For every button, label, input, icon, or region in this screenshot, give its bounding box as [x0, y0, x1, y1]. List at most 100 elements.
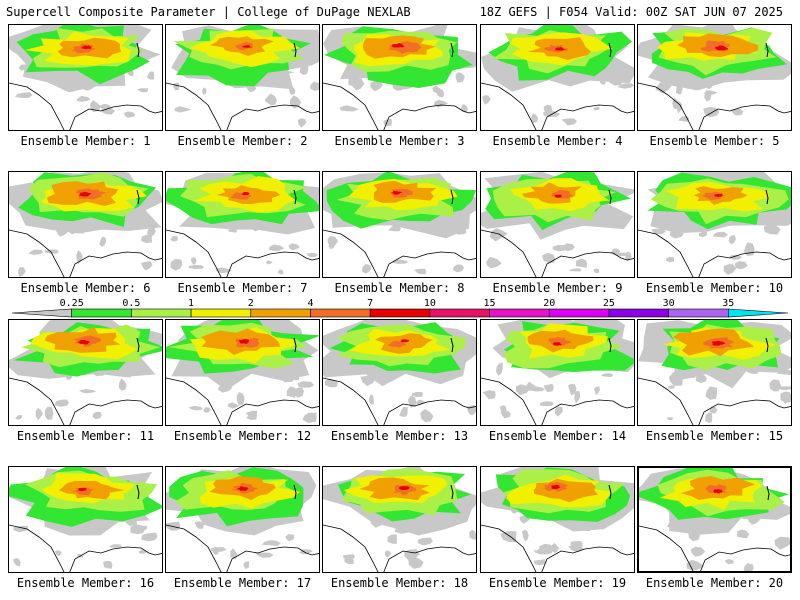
- coastline: [9, 377, 162, 425]
- sparse-parameter-area: [227, 228, 237, 233]
- sparse-parameter-area: [368, 394, 374, 405]
- sparse-parameter-area: [194, 521, 204, 529]
- sparse-parameter-area: [482, 390, 496, 400]
- ensemble-member-label: Ensemble Member: 14: [488, 429, 627, 443]
- ensemble-member-label: Ensemble Member: 17: [173, 576, 312, 590]
- coastline: [9, 524, 162, 572]
- sparse-parameter-area: [54, 399, 70, 407]
- sparse-parameter-area: [594, 386, 600, 396]
- sparse-parameter-area: [101, 106, 115, 115]
- parameter-contour: [75, 188, 107, 200]
- sparse-parameter-area: [76, 95, 91, 102]
- sparse-parameter-area: [534, 559, 547, 565]
- color-scale-tick-label: 0.5: [122, 298, 141, 309]
- sparse-parameter-area: [399, 406, 408, 417]
- ensemble-member-map: [165, 319, 320, 426]
- sparse-parameter-area: [780, 391, 791, 404]
- ensemble-member-label: Ensemble Member: 5: [649, 134, 780, 148]
- ensemble-member-label: Ensemble Member: 9: [492, 281, 623, 295]
- sparse-parameter-area: [392, 259, 409, 264]
- sparse-parameter-area: [202, 87, 207, 95]
- sparse-parameter-area: [436, 89, 445, 98]
- sparse-parameter-area: [712, 231, 728, 238]
- sparse-parameter-area: [539, 401, 554, 407]
- sparse-parameter-area: [539, 543, 553, 555]
- sparse-parameter-area: [417, 537, 433, 546]
- sparse-parameter-area: [455, 72, 465, 83]
- sparse-parameter-area: [723, 264, 737, 275]
- sparse-parameter-area: [286, 386, 296, 398]
- sparse-parameter-area: [302, 412, 317, 423]
- color-scale-tick-label: 2: [247, 298, 254, 309]
- color-scale-tick-label: 1: [188, 298, 195, 309]
- ensemble-member-map: [8, 319, 163, 426]
- sparse-parameter-area: [574, 391, 581, 404]
- ensemble-member-label: Ensemble Member: 11: [16, 429, 155, 443]
- parameter-contour: [400, 339, 410, 343]
- sparse-parameter-area: [310, 81, 319, 91]
- coastline: [638, 377, 791, 425]
- color-scale-swatch: [489, 308, 550, 318]
- sparse-parameter-area: [774, 536, 790, 550]
- coastline: [9, 82, 162, 130]
- sparse-parameter-area: [408, 556, 424, 569]
- sparse-parameter-area: [778, 386, 791, 391]
- parameter-contour: [714, 193, 723, 198]
- ensemble-member-map: [480, 319, 635, 426]
- sparse-parameter-area: [268, 244, 285, 252]
- sparse-parameter-area: [466, 404, 476, 416]
- color-scale-tick-label: 10: [423, 298, 436, 309]
- color-scale-swatch: [250, 308, 311, 318]
- lake-michigan-outline: [766, 485, 770, 501]
- parameter-contour: [359, 477, 430, 501]
- color-scale-tick-label: 15: [483, 298, 496, 309]
- sparse-parameter-area: [734, 261, 748, 270]
- sparse-parameter-area: [737, 529, 750, 539]
- sparse-parameter-area: [290, 95, 302, 109]
- sparse-parameter-area: [92, 411, 102, 420]
- ensemble-member-map: [480, 466, 635, 573]
- lake-michigan-outline: [450, 484, 454, 500]
- sparse-parameter-area: [44, 406, 54, 420]
- ensemble-member-label: Ensemble Member: 18: [330, 576, 469, 590]
- sparse-parameter-area: [230, 548, 238, 559]
- sparse-parameter-area: [285, 534, 295, 542]
- ensemble-member-label: Ensemble Member: 16: [16, 576, 155, 590]
- color-scale-swatch: [548, 308, 610, 318]
- coastline: [481, 82, 634, 130]
- coastline: [323, 377, 476, 425]
- sparse-parameter-area: [561, 118, 577, 126]
- sparse-parameter-area: [744, 242, 755, 256]
- lake-michigan-outline: [765, 42, 769, 58]
- ensemble-member-label: Ensemble Member: 4: [492, 134, 623, 148]
- sparse-parameter-area: [725, 559, 734, 565]
- ensemble-member-map: [637, 466, 792, 573]
- ensemble-member-map: [165, 24, 320, 131]
- sparse-parameter-area: [99, 236, 107, 247]
- sparse-parameter-area: [567, 383, 577, 396]
- lake-michigan-outline: [293, 189, 297, 205]
- sparse-parameter-area: [266, 260, 273, 265]
- sparse-parameter-area: [601, 373, 614, 377]
- ensemble-member-map: [8, 171, 163, 278]
- ensemble-member-label: Ensemble Member: 19: [488, 576, 627, 590]
- sparse-parameter-area: [360, 375, 375, 387]
- parameter-contour: [237, 486, 249, 491]
- parameter-contour: [238, 339, 250, 344]
- coastline: [166, 377, 319, 425]
- parameter-contour: [388, 340, 407, 348]
- sparse-parameter-area: [13, 525, 28, 533]
- parameter-contour: [77, 339, 90, 345]
- sparse-parameter-area: [709, 406, 718, 414]
- ensemble-member-label: Ensemble Member: 3: [334, 134, 465, 148]
- parameter-contour: [553, 194, 562, 198]
- sparse-parameter-area: [495, 362, 503, 376]
- sparse-parameter-area: [669, 231, 684, 239]
- parameter-contour: [242, 45, 252, 48]
- sparse-parameter-area: [297, 381, 315, 388]
- lake-michigan-outline: [450, 337, 454, 353]
- parameter-contour: [241, 192, 250, 196]
- ensemble-member-label: Ensemble Member: 2: [177, 134, 308, 148]
- parameter-contour: [72, 487, 94, 496]
- parameter-contour: [712, 489, 723, 494]
